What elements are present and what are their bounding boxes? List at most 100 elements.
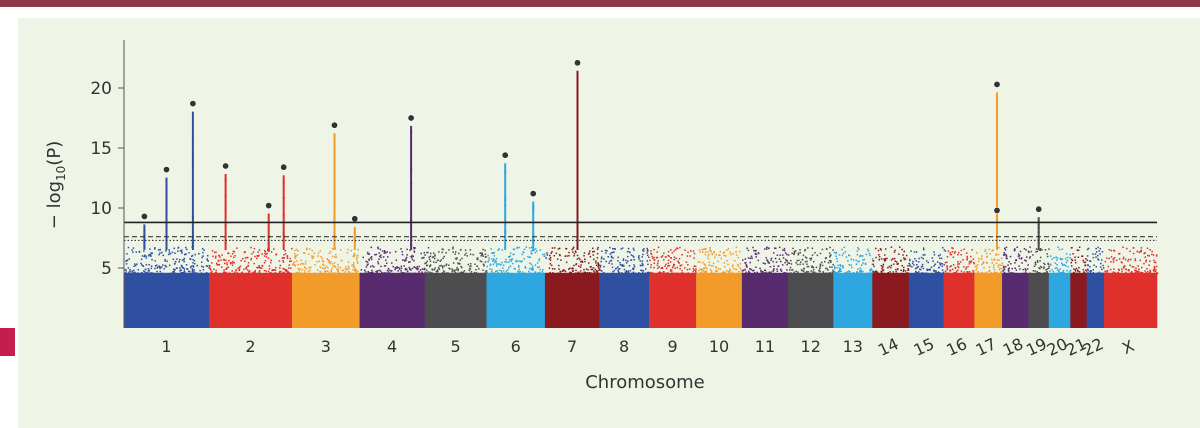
snp-point [1089, 260, 1092, 262]
chromosome-points-8 [599, 246, 651, 275]
snp-point [1021, 257, 1023, 259]
snp-point [764, 263, 766, 265]
snp-point [1002, 269, 1005, 272]
snp-point [232, 250, 235, 253]
snp-point [238, 266, 241, 269]
snp-point [939, 257, 941, 259]
chromosome-points-1 [124, 100, 211, 275]
snp-point [409, 272, 411, 275]
snp-point [287, 270, 289, 273]
snp-point [278, 260, 281, 262]
snp-point [479, 252, 482, 254]
snp-point [1097, 259, 1100, 261]
snp-point [1155, 269, 1157, 271]
snp-point [1146, 268, 1148, 270]
peak-snp [353, 240, 356, 243]
snp-point [704, 264, 706, 266]
snp-point [150, 255, 152, 257]
snp-point [646, 260, 648, 262]
chromosome-label-10: 10 [709, 337, 729, 356]
snp-point [788, 262, 791, 264]
lead-snp-marker [1035, 205, 1043, 213]
snp-point [764, 248, 766, 250]
snp-point [311, 256, 313, 259]
snp-point [902, 254, 904, 256]
snp-point [962, 259, 964, 261]
snp-point [348, 267, 350, 269]
snp-point [477, 258, 479, 261]
snp-point [429, 255, 432, 257]
snp-point [290, 267, 292, 269]
snp-point [1069, 269, 1072, 272]
snp-point [1017, 255, 1020, 257]
snp-point [1003, 252, 1005, 254]
snp-point [313, 252, 316, 255]
snp-point [581, 260, 583, 262]
snp-point [437, 270, 439, 272]
snp-point [269, 272, 272, 275]
snp-point [726, 270, 728, 272]
snp-point [1034, 261, 1037, 263]
snp-point [432, 256, 435, 258]
snp-point [881, 267, 884, 269]
snp-point [180, 269, 182, 271]
snp-point [572, 267, 574, 270]
snp-point [307, 270, 310, 273]
snp-point [364, 269, 366, 271]
peak-snp [1037, 227, 1040, 230]
snp-point [983, 267, 985, 269]
snp-point [217, 264, 220, 266]
snp-point [334, 266, 337, 268]
snp-point [592, 267, 595, 269]
chromosome-label-8: 8 [619, 337, 629, 356]
snp-point [744, 258, 747, 260]
snp-point [223, 258, 225, 261]
lead-snp-marker [407, 114, 415, 122]
snp-point [1063, 264, 1065, 266]
snp-point [1003, 266, 1005, 269]
snp-point [353, 253, 356, 255]
snp-point [821, 261, 823, 264]
snp-point [328, 272, 330, 274]
snp-point [880, 271, 883, 273]
snp-point [325, 270, 327, 273]
snp-point [687, 264, 689, 266]
snp-point [154, 260, 156, 262]
snp-point [868, 252, 871, 255]
snp-point [427, 247, 430, 249]
snp-point [238, 268, 241, 271]
snp-point [648, 256, 650, 258]
snp-point [595, 260, 597, 262]
snp-point [172, 270, 174, 273]
snp-point [905, 272, 907, 275]
snp-point [933, 253, 936, 256]
snp-point [265, 256, 268, 258]
snp-point [1057, 246, 1059, 248]
snp-point [1099, 253, 1101, 255]
snp-point [732, 264, 734, 266]
snp-point [330, 269, 332, 272]
snp-point [236, 272, 238, 274]
snp-point [953, 252, 956, 254]
snp-point [269, 271, 271, 274]
snp-point [693, 269, 695, 271]
snp-point [981, 271, 983, 274]
snp-point [1106, 272, 1108, 275]
snp-point [228, 272, 231, 274]
snp-point [828, 252, 831, 254]
snp-point [520, 261, 522, 263]
snp-point [609, 246, 611, 249]
snp-point [970, 255, 972, 258]
snp-point [254, 271, 256, 273]
snp-point [972, 258, 974, 260]
snp-point [952, 256, 955, 258]
snp-point [768, 272, 770, 274]
snp-point [870, 268, 872, 270]
snp-point [872, 270, 875, 273]
snp-point [258, 254, 260, 257]
peak-snp [532, 238, 535, 241]
chromosome-points-20 [1049, 246, 1072, 275]
snp-point [993, 259, 995, 262]
snp-point [728, 272, 731, 274]
